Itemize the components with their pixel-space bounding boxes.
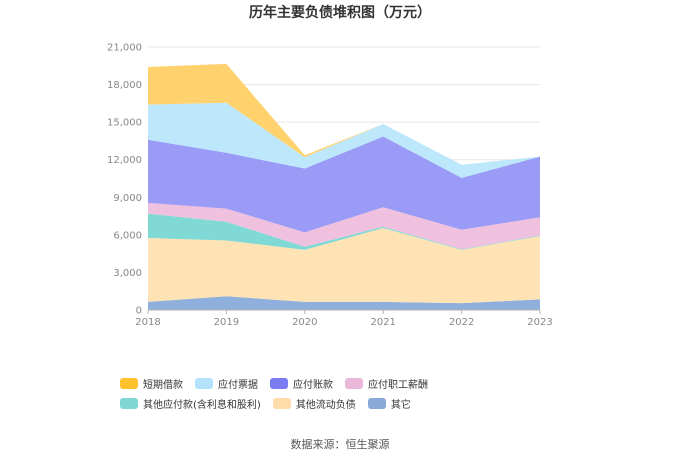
legend-item-other-payables[interactable]: 其他应付款(含利息和股利)	[120, 396, 261, 411]
area-series-2[interactable]	[148, 213, 540, 250]
legend-swatch	[120, 397, 138, 409]
legend-label: 应付票据	[218, 379, 258, 391]
legend-swatch	[270, 377, 288, 389]
legend-label: 其它	[390, 399, 411, 411]
legend-swatch	[367, 397, 386, 409]
legend-item-accounts-payable[interactable]: 应付账款	[270, 376, 333, 391]
legend-item-other-current-liabilities[interactable]: 其他流动负债	[272, 396, 356, 411]
legend-label: 其他应付款(含利息和股利)	[143, 399, 261, 411]
area-series-4[interactable]	[148, 136, 540, 233]
legend-label: 短期借款	[143, 379, 183, 391]
x-tick-label: 2022	[449, 317, 474, 328]
y-tick-label: 9,000	[113, 193, 142, 204]
x-tick-label: 2020	[292, 317, 317, 328]
area-series-1[interactable]	[148, 228, 540, 304]
area-series-3[interactable]	[148, 202, 540, 250]
legend-item-short-term-loans[interactable]: 短期借款	[120, 376, 183, 391]
data-source: 数据来源：恒生聚源	[290, 438, 390, 451]
y-tick-label: 6,000	[113, 230, 142, 241]
legend-label: 应付职工薪酬	[368, 379, 428, 391]
legend-swatch	[272, 397, 291, 409]
y-tick-label: 12,000	[107, 155, 142, 166]
x-tick-label: 2018	[135, 317, 160, 328]
legend-swatch	[195, 377, 213, 389]
chart-title: 历年主要负债堆积图（万元）	[249, 4, 431, 21]
area-series-0[interactable]	[148, 296, 540, 310]
y-tick-label: 15,000	[107, 118, 142, 129]
y-tick-label: 0	[136, 306, 142, 317]
area-series-6[interactable]	[148, 63, 540, 165]
x-tick-label: 2023	[527, 317, 552, 328]
x-tick-label: 2019	[214, 317, 239, 328]
y-tick-label: 18,000	[107, 80, 142, 91]
x-tick-label: 2021	[370, 317, 395, 328]
y-tick-label: 3,000	[113, 268, 142, 279]
legend-label: 其他流动负债	[295, 399, 356, 411]
legend-item-other[interactable]: 其它	[367, 396, 411, 411]
legend-swatch	[120, 377, 138, 389]
legend-label: 应付账款	[293, 379, 333, 391]
legend-item-employee-compensation[interactable]: 应付职工薪酬	[345, 376, 428, 391]
legend-item-notes-payable[interactable]: 应付票据	[195, 376, 258, 391]
stacked-area-chart: 历年主要负债堆积图（万元） 0 3,000 6,000 9,000 12,000 15,0…	[107, 4, 553, 328]
chart-legend: 短期借款 应付票据 应付账款 应付职工薪酬 其他应付款(含利息和股利) 其他流动…	[120, 376, 590, 411]
area-series-5[interactable]	[148, 102, 540, 178]
y-tick-label: 21,000	[107, 43, 142, 54]
legend-swatch	[345, 377, 363, 389]
